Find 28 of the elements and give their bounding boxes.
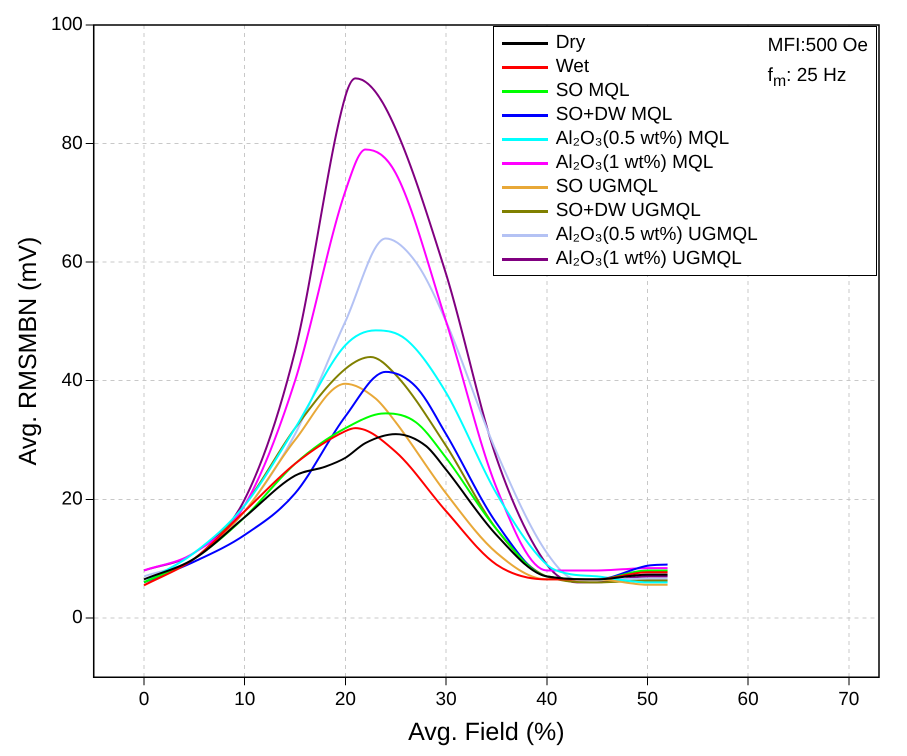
legend-label: Al₂O₃(0.5 wt%) MQL [556,128,730,150]
legend-label: Al₂O₃(1 wt%) UGMQL [556,248,742,270]
legend-label: SO UGMQL [556,176,658,198]
legend-label: Dry [556,32,586,54]
y-tick-label: 80 [62,132,83,154]
x-tick-label: 70 [838,688,860,710]
x-tick-label: 20 [334,688,356,710]
y-tick-label: 20 [62,488,83,510]
legend-label: Al₂O₃(0.5 wt%) UGMQL [556,224,758,246]
annotation: f$_{m}$: 25 Hz [768,64,848,91]
x-tick-label: 30 [436,688,457,710]
x-tick-label: 50 [636,688,658,710]
x-tick-label: 60 [738,688,759,710]
x-tick-label: 0 [138,688,150,710]
y-tick-label: 100 [51,14,83,36]
y-tick-label: 40 [62,370,83,391]
x-tick-label: 10 [234,688,256,710]
legend-label: SO+DW UGMQL [556,200,701,222]
legend-label: SO MQL [556,80,630,102]
y-tick-label: 0 [72,607,83,628]
y-axis-title: Avg. RMSMBN (mV) [14,236,42,466]
x-axis-title: Avg. Field (%) [408,718,565,746]
x-tick-label: 40 [536,688,558,710]
legend-label: Wet [556,56,590,78]
y-tick-label: 60 [62,251,83,272]
annotation: MFI:500 Oe [768,34,868,58]
legend-label: Al₂O₃(1 wt%) MQL [556,152,714,174]
legend-label: SO+DW MQL [556,104,672,126]
